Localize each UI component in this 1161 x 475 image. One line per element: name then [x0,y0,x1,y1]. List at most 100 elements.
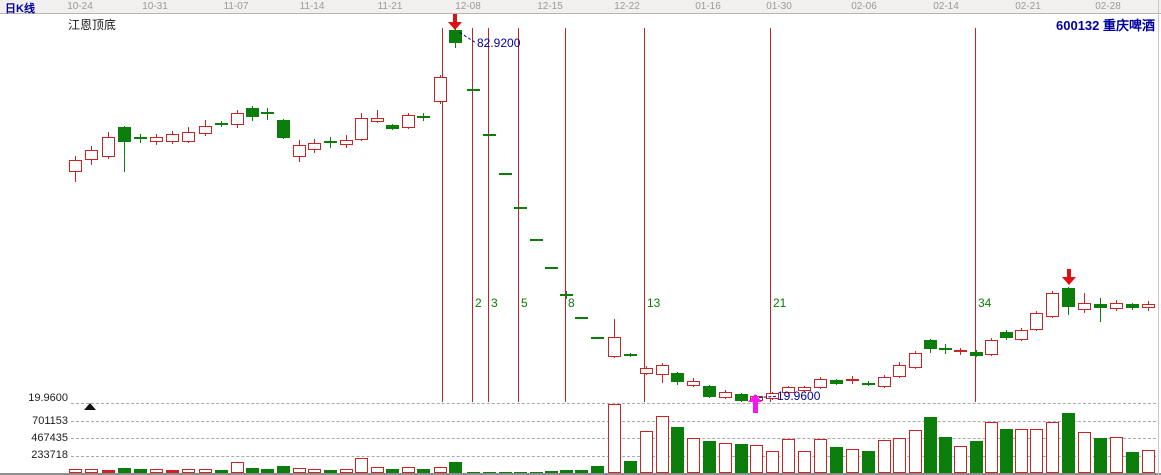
candle-body [434,77,447,102]
volume-bar [1062,413,1075,473]
gann-day-line [644,28,645,402]
candle-body [1046,293,1059,317]
candle-body [293,145,306,157]
candle-body [308,143,321,150]
date-tick-label: 02-14 [933,1,959,12]
volume-bar [830,447,843,473]
chart-type-label[interactable]: 日K线 [5,3,35,15]
candle-body [514,207,527,209]
indicator-name-label: 江恩顶底 [68,18,117,32]
candle-body [719,392,732,398]
gann-day-line [770,28,771,402]
candle-body [608,337,621,357]
candle-body [545,267,558,269]
low-price-annotation: 19.9600 [777,389,821,403]
volume-bar [483,472,496,473]
candle-body [215,123,228,125]
candle-body [134,137,147,139]
volume-bar [608,404,621,473]
candle-body [467,89,480,91]
date-tick-label: 01-16 [695,1,721,12]
volume-bar [970,441,983,473]
stock-code-name-label: 600132 重庆啤酒 [1056,18,1155,33]
date-tick-label: 12-08 [455,1,481,12]
gann-day-number: 34 [978,296,992,310]
gann-day-line [442,28,443,402]
candle-body [893,365,906,377]
volume-bar [182,469,195,473]
volume-bar [575,470,588,473]
volume-bar [671,427,684,473]
volume-bar [499,472,512,473]
candle-body [324,141,337,143]
gann-day-line [975,28,976,402]
volume-axis-label: 233718 [31,449,68,461]
low-up-arrow-icon [748,394,762,402]
volume-bar [878,440,891,473]
candle-body [231,113,244,125]
volume-bar [909,430,922,473]
volume-bar [846,449,859,473]
volume-bar [735,444,748,473]
gann-day-line [518,28,519,402]
gann-day-number: 5 [521,296,528,310]
volume-bar [954,446,967,473]
volume-bar [750,445,763,473]
candle-body [1015,330,1028,340]
candle-body [687,381,700,386]
candle-body [277,120,290,138]
candle-body [575,317,588,319]
date-tick-label: 02-21 [1015,1,1041,12]
candle-body [340,140,353,145]
candle-body [846,379,859,381]
date-tick-label: 11-07 [223,1,249,12]
candle-body [703,386,716,397]
volume-bar [656,416,669,473]
volume-bar [687,438,700,473]
volume-bar [560,470,573,473]
candle-body [386,125,399,129]
candle-body [640,368,653,374]
volume-bar [1030,429,1043,473]
volume-bar [1078,432,1091,473]
candle-body [261,112,274,114]
low-up-arrow-icon-shaft [753,402,758,413]
volume-bar [417,469,430,473]
volume-bar [386,469,399,473]
candle-body [1000,332,1013,338]
volume-bar [102,470,115,473]
axis-position-triangle-icon [84,403,96,410]
volume-bar [371,467,384,473]
candle-body [499,173,512,175]
candle-body [560,294,573,296]
candle-body [735,394,748,401]
volume-bar [246,468,259,473]
candle-body [798,387,811,391]
volume-bar [814,439,827,473]
candle-body [530,239,543,241]
volume-bar [766,451,779,473]
gann-day-number: 21 [773,296,787,310]
candle-body [985,340,998,355]
volume-bar [340,469,353,473]
volume-bar [324,470,337,473]
candle-body [1110,303,1123,309]
candle-body [862,383,875,385]
late-top-down-arrow-icon-shaft [1067,269,1071,278]
date-tick-label: 12-22 [614,1,640,12]
date-tick-label: 02-06 [851,1,877,12]
volume-bar [150,469,163,473]
date-tick-label: 11-21 [377,1,403,12]
price-low-dashed-line [71,403,1156,404]
candle-body [118,127,131,142]
date-tick-label: 10-24 [67,1,93,12]
candle-body [878,377,891,387]
candle-body [1142,304,1155,308]
candle-wick [267,108,268,120]
candle-body [782,387,795,393]
volume-bar [449,462,462,473]
candle-body [417,116,430,118]
window-right-border [1158,0,1159,475]
volume-bar [862,451,875,473]
gann-day-number: 13 [647,296,661,310]
